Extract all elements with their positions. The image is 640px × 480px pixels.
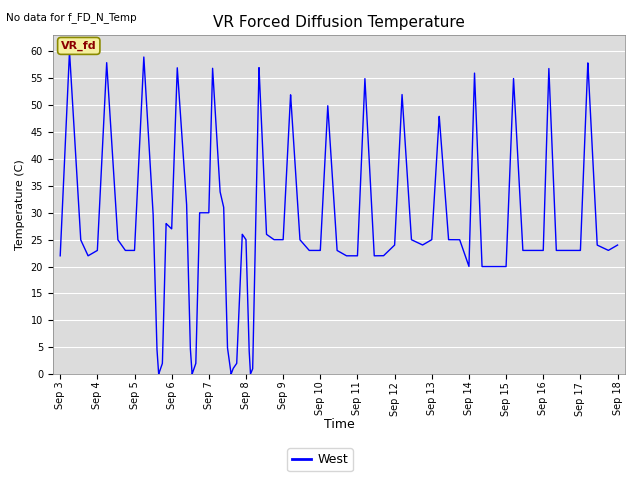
X-axis label: Time: Time [323,419,355,432]
Title: VR Forced Diffusion Temperature: VR Forced Diffusion Temperature [213,15,465,30]
Text: No data for f_FD_N_Temp: No data for f_FD_N_Temp [6,12,137,23]
Legend: West: West [287,448,353,471]
Y-axis label: Temperature (C): Temperature (C) [15,159,25,250]
Text: VR_fd: VR_fd [61,41,97,51]
